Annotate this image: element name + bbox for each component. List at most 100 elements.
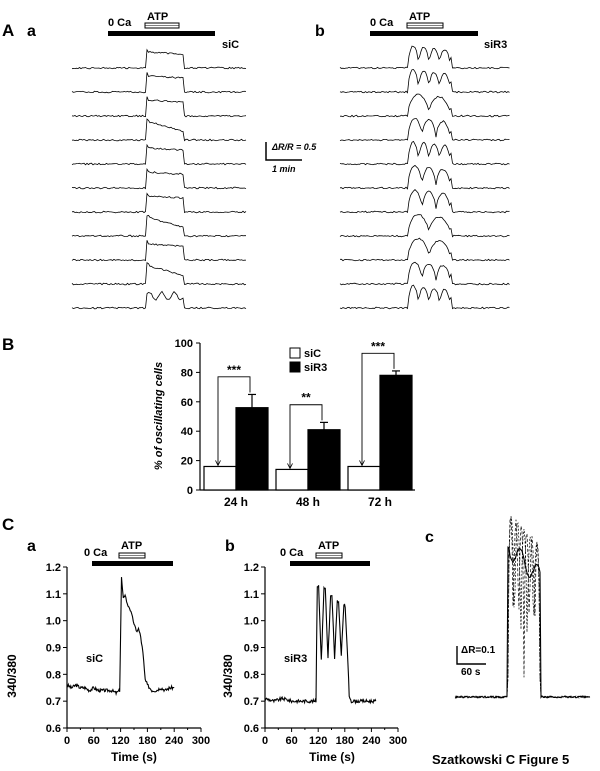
- trace: [71, 48, 247, 70]
- significance-bracket: [361, 352, 395, 465]
- y-tick-label: 1.0: [244, 616, 259, 628]
- trace: [71, 143, 247, 166]
- x-tick-label: 300: [389, 735, 407, 747]
- x-tick-label: 72 h: [368, 495, 392, 509]
- legend-swatch-sic: [289, 347, 301, 359]
- condition-label-sir3: siR3: [284, 653, 307, 665]
- sublabel-aa: a: [27, 23, 36, 40]
- condition-label-sic: siC: [222, 39, 239, 51]
- bar-sic: [203, 465, 237, 491]
- trace: [340, 93, 510, 118]
- x-tick-label: 60: [88, 735, 100, 747]
- y-tick-label: 60: [181, 397, 193, 409]
- x-tick-label: 240: [165, 735, 183, 747]
- bar-chart-plot: 0 20 40 60 80 100 *** 24 h ** 48 h *** 72 h: [175, 338, 415, 509]
- bracket-arrow: [287, 463, 293, 470]
- overlay-traces-cc: [454, 516, 591, 699]
- x-axis-label: Time (s): [309, 750, 355, 764]
- scale-bar-y-label: ΔR/R = 0.5: [271, 142, 317, 152]
- x-tick-label: 120: [111, 735, 129, 747]
- y-axis-label: % of oscillating cells: [153, 362, 165, 470]
- bar-sic: [347, 465, 381, 491]
- trace: [71, 240, 247, 262]
- trace: [339, 164, 510, 190]
- panel-c-a: a 0 Ca ATP 0.6 0.7 0.8 0.9 1.0 1.1 1.2 0 60 120 18…: [5, 538, 210, 764]
- zero-ca-bar: [108, 31, 215, 36]
- y-tick-label: 0: [187, 485, 193, 497]
- trace: [339, 45, 510, 70]
- x-tick-label: 0: [262, 735, 268, 747]
- trace: [71, 192, 247, 214]
- y-tick-label: 80: [181, 367, 193, 379]
- panel-b-bar-chart: 0 20 40 60 80 100 *** 24 h ** 48 h *** 72 h % of os…: [153, 338, 415, 509]
- trace: [339, 140, 510, 166]
- panel-label-c: C: [2, 515, 14, 534]
- scale-bar: [456, 646, 486, 665]
- atp-label: ATP: [147, 11, 168, 23]
- x-tick-label: 60: [285, 735, 297, 747]
- y-tick-label: 0.8: [244, 669, 259, 681]
- x-tick-label: 180: [138, 735, 156, 747]
- y-tick-label: 1.1: [244, 589, 259, 601]
- x-tick-label: 24 h: [224, 495, 248, 509]
- x-tick-label: 300: [192, 735, 210, 747]
- y-tick-label: 0.7: [46, 696, 61, 708]
- x-tick-label: 240: [362, 735, 380, 747]
- x-tick-label: 180: [336, 735, 354, 747]
- y-tick-label: 0.9: [46, 643, 61, 655]
- sublabel-cc: c: [425, 529, 434, 546]
- sublabel-ab: b: [315, 23, 325, 40]
- scale-bar-y-label: ΔR=0.1: [461, 645, 496, 656]
- panel-c-b: b 0 Ca ATP 0.6 0.7 0.8 0.9 1.0 1.1 1.2 0 60 120 18…: [221, 538, 407, 764]
- scale-bar-x-label: 60 s: [461, 667, 481, 678]
- trace: [71, 118, 247, 142]
- trace: [71, 96, 247, 118]
- trace: [339, 189, 510, 214]
- line-plot-ca: 0.6 0.7 0.8 0.9 1.0 1.1 1.2 0 60 120 180 240 300: [46, 562, 210, 747]
- x-axis-label: Time (s): [111, 750, 157, 764]
- line-plot-cb: 0.6 0.7 0.8 0.9 1.0 1.1 1.2 0 60 120 180 240 300: [244, 562, 407, 747]
- y-tick-label: 0.6: [46, 723, 61, 735]
- y-tick-label: 40: [181, 426, 193, 438]
- bracket-arrow: [359, 460, 365, 467]
- trace: [339, 214, 510, 238]
- x-tick-label: 48 h: [296, 495, 320, 509]
- significance-stars: **: [301, 391, 311, 405]
- legend-label-sir3: siR3: [304, 362, 327, 374]
- atp-label: ATP: [409, 11, 430, 23]
- y-tick-label: 0.6: [244, 723, 259, 735]
- y-tick-label: 1.2: [46, 562, 61, 574]
- trace: [339, 118, 510, 142]
- y-tick-label: 20: [181, 456, 193, 468]
- atp-label: ATP: [121, 540, 142, 552]
- bracket-arrow: [215, 460, 221, 467]
- y-tick-label: 0.8: [46, 669, 61, 681]
- zero-ca-bar: [370, 31, 478, 36]
- trace: [339, 69, 510, 94]
- y-tick-label: 1.2: [244, 562, 259, 574]
- data-line: [264, 585, 377, 705]
- sublabel-ca: a: [27, 538, 36, 555]
- scale-bar: [265, 142, 302, 161]
- trace: [339, 261, 510, 286]
- panel-c-c: c ΔR=0.1 60 s: [425, 516, 591, 699]
- y-tick-label: 1.1: [46, 589, 61, 601]
- scale-bar-x-label: 1 min: [272, 164, 296, 174]
- legend-swatch-sir3: [289, 361, 301, 373]
- data-line: [66, 577, 175, 697]
- y-axis-label: 340/380: [5, 654, 19, 698]
- significance-stars: ***: [227, 363, 241, 377]
- overlay-trace: [454, 517, 591, 699]
- condition-label-sir3: siR3: [484, 39, 507, 51]
- y-tick-label: 100: [175, 338, 193, 350]
- x-tick-label: 0: [64, 735, 70, 747]
- trace: [71, 290, 247, 310]
- bar-sir3: [379, 374, 413, 491]
- legend-label-sic: siC: [304, 348, 321, 360]
- sublabel-cb: b: [225, 538, 235, 555]
- overlay-trace: [454, 516, 591, 699]
- zero-ca-bar: [92, 561, 173, 566]
- bar-sir3: [235, 407, 269, 491]
- zero-ca-label: 0 Ca: [84, 547, 108, 559]
